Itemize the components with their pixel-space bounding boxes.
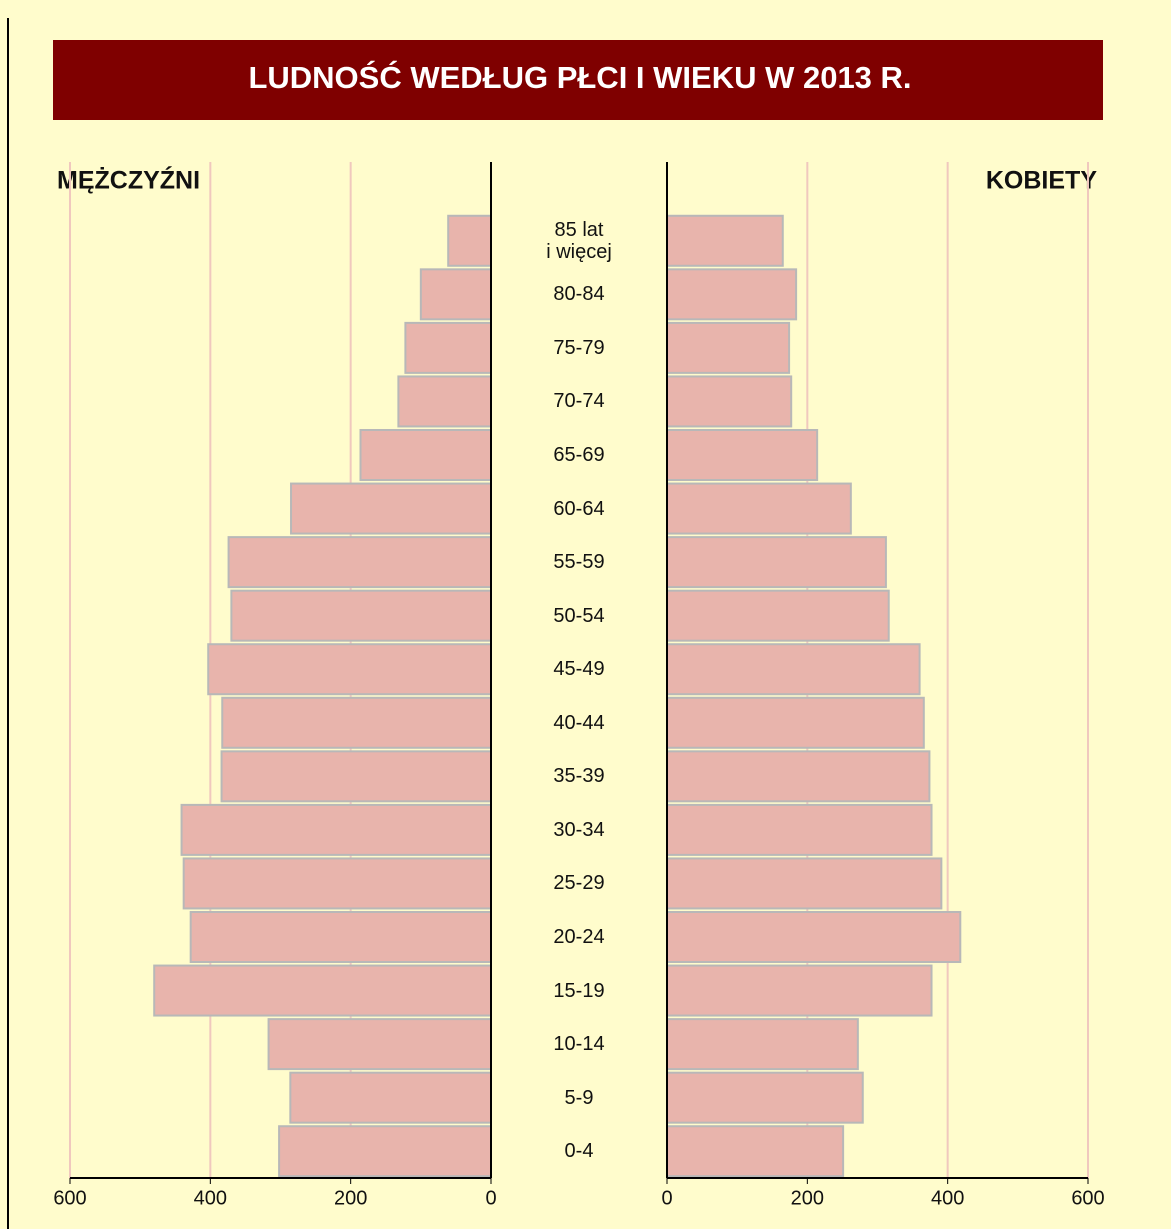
chart-title: LUDNOŚĆ WEDŁUG PŁCI I WIEKU W 2013 R.: [248, 59, 911, 95]
bar: [221, 696, 493, 749]
bar: [666, 857, 943, 910]
x-tick-label: 600: [53, 1187, 86, 1209]
bar: [666, 321, 791, 374]
bar: [666, 482, 852, 535]
bar: [666, 643, 921, 696]
category-label: 20-24: [553, 926, 605, 948]
category-label: 5-9: [564, 1086, 594, 1109]
bar: [447, 214, 492, 267]
x-tick-label: 200: [791, 1187, 824, 1209]
bar: [180, 803, 492, 856]
category-label: 85 lat i więcej: [546, 218, 612, 263]
x-tick-label: 200: [334, 1187, 367, 1209]
bar: [666, 429, 819, 481]
bar: [419, 268, 493, 321]
right-title: KOBIETY: [986, 167, 1097, 195]
bar: [666, 214, 784, 267]
category-label: 15-19: [553, 979, 605, 1002]
bar: [267, 1018, 492, 1071]
category-label: 10-14: [553, 1033, 605, 1056]
bar: [666, 268, 798, 321]
bar: [153, 964, 492, 1017]
bar: [666, 1018, 859, 1071]
bar: [666, 750, 931, 803]
bar: [220, 750, 492, 803]
bar: [666, 803, 933, 856]
x-tick-label: 400: [194, 1187, 227, 1209]
bar: [290, 482, 492, 535]
title-box: [53, 40, 1103, 120]
category-label: 55-59: [553, 551, 605, 574]
x-tick-label: 600: [1071, 1187, 1104, 1209]
bar: [666, 1071, 864, 1124]
category-label: 60-64: [553, 497, 605, 520]
category-label: 65-69: [553, 444, 605, 466]
bar: [359, 429, 492, 481]
bar: [666, 1125, 845, 1178]
bar: [666, 589, 890, 642]
bar: [397, 375, 493, 428]
x-tick-label: 0: [485, 1187, 496, 1209]
category-label: 0-4: [564, 1140, 594, 1163]
bar: [227, 536, 492, 589]
category-label: 75-79: [553, 336, 605, 359]
bar: [207, 643, 492, 696]
category-label: 45-49: [553, 658, 605, 681]
category-label: 80-84: [553, 283, 605, 306]
bar: [278, 1125, 493, 1178]
category-label: 70-74: [553, 390, 605, 413]
bar: [666, 964, 933, 1017]
bar: [666, 696, 925, 749]
bar: [666, 911, 962, 963]
x-tick-label: 400: [931, 1187, 964, 1209]
bar: [230, 589, 492, 642]
bar: [404, 321, 492, 374]
left-title: MĘŻCZYŹNI: [57, 166, 200, 195]
category-label: 50-54: [553, 604, 605, 627]
bar: [666, 375, 793, 428]
category-label: 40-44: [553, 711, 605, 734]
category-label: 25-29: [553, 872, 605, 895]
category-label: 35-39: [553, 765, 605, 788]
bar: [189, 911, 492, 963]
x-tick-label: 0: [661, 1187, 672, 1209]
category-label: 30-34: [553, 818, 605, 841]
bar: [289, 1071, 492, 1124]
bar: [666, 536, 887, 589]
bar: [182, 857, 492, 910]
